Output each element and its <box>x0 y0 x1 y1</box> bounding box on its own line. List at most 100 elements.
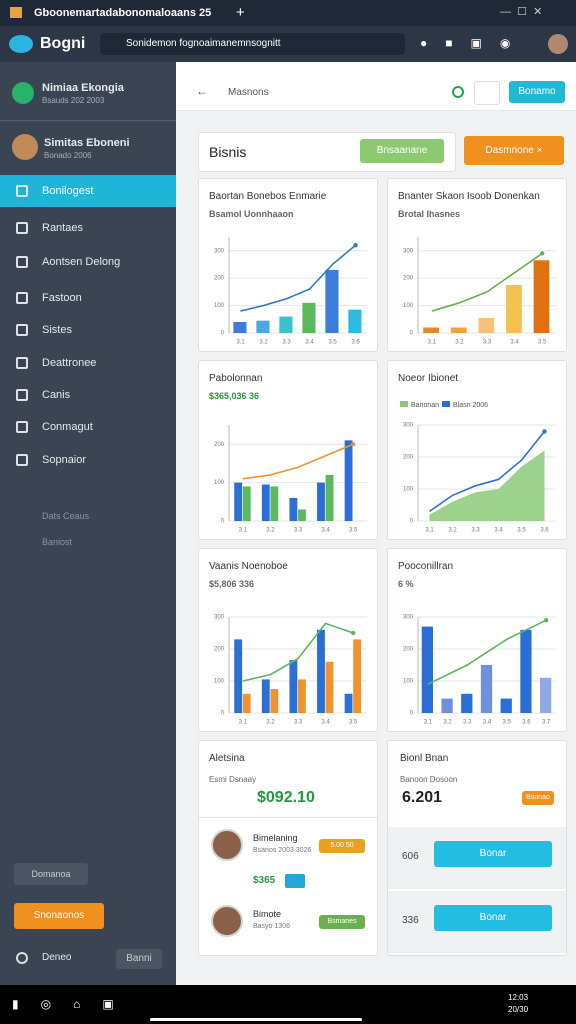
home-indicator[interactable] <box>150 1018 362 1021</box>
section-bar: Bisnis Bnsaanane <box>198 132 456 172</box>
y-tick-label: 0 <box>410 331 414 337</box>
orange-button-label: Dasmnone <box>485 145 534 156</box>
card-subtitle: Esmi Dsnaay <box>209 775 257 784</box>
y-tick-label: 200 <box>214 442 225 448</box>
menu-item[interactable]: Sopnaior <box>0 444 176 476</box>
area <box>429 450 545 521</box>
menu-item[interactable]: Sistes <box>0 314 176 346</box>
chart-note: $5,806 336 <box>209 579 255 589</box>
header-button[interactable]: Bonamo <box>509 81 565 103</box>
x-tick-label: 3.1 <box>428 340 437 346</box>
bar <box>461 693 473 713</box>
url-bar[interactable]: Sonidemon fognoaimanemnsognitt <box>100 33 405 55</box>
line-end <box>353 243 358 248</box>
y-tick-label: 300 <box>403 615 414 621</box>
icon <box>16 952 28 964</box>
sidebar-footer[interactable]: Deneo <box>42 952 72 963</box>
menu-icon <box>16 256 28 268</box>
menu-item[interactable]: Bonilogest <box>0 175 176 207</box>
avatar[interactable] <box>548 34 568 54</box>
menu-item[interactable]: Conmagut <box>0 411 176 443</box>
bar <box>533 260 550 333</box>
menu-item[interactable]: Aontsen Delong <box>0 246 176 278</box>
bar <box>450 327 467 333</box>
chart-note: Brotal Ihasnes <box>398 209 461 219</box>
taskbar-icons[interactable]: ▮◎⌂▣ <box>12 997 136 1011</box>
row-button[interactable]: Bonar <box>434 905 552 931</box>
bar <box>234 639 243 713</box>
sidebar-cta[interactable]: Snonaonos <box>14 903 104 929</box>
bar <box>540 677 552 713</box>
logo-icon <box>9 35 33 53</box>
chart-note: $365,036 36 <box>209 391 260 401</box>
row-value: 336 <box>402 915 419 926</box>
x-tick-label: 3.1 <box>424 720 433 726</box>
bar <box>480 665 493 713</box>
window-controls[interactable]: — ☐ ✕ <box>500 6 543 18</box>
org-sub: Bsauds 202 2003 <box>42 96 105 105</box>
row-button[interactable]: Bonar <box>434 841 552 867</box>
y-tick-label: 200 <box>403 455 414 461</box>
x-tick-label: 3.4 <box>321 528 330 534</box>
taskbar: ▮◎⌂▣ 12:03 20/30 <box>0 985 576 1024</box>
menu-button[interactable] <box>474 81 500 105</box>
sidebar-button[interactable]: Domanoa <box>14 863 88 885</box>
y-tick-label: 200 <box>403 647 414 653</box>
green-button[interactable]: Bnsaanane <box>360 139 444 163</box>
line <box>242 443 354 480</box>
menu-icon <box>16 357 28 369</box>
bar <box>344 440 353 521</box>
menu-label: Conmagut <box>42 421 93 433</box>
menu-item[interactable]: Rantaes <box>0 212 176 244</box>
bar <box>242 693 251 713</box>
menu-label: Sistes <box>42 324 72 336</box>
y-tick-label: 100 <box>403 303 414 309</box>
orange-button[interactable]: Dasmnone × <box>464 136 564 165</box>
x-tick-label: 3.6 <box>540 528 549 534</box>
y-tick-label: 200 <box>403 276 414 282</box>
menu-icon <box>16 421 28 433</box>
x-tick-label: 3.5 <box>349 528 358 534</box>
menu-item[interactable]: Deattronee <box>0 347 176 379</box>
menu-icon <box>16 324 28 336</box>
person-avatar <box>211 829 243 861</box>
menu-item[interactable]: Canis <box>0 379 176 411</box>
x-tick-label: 3.3 <box>483 340 492 346</box>
chart: 0 100 200 3.1 3.2 3.3 3.4 3.5 <box>214 425 367 534</box>
bar <box>261 484 270 521</box>
x-tick-label: 3.4 <box>483 720 492 726</box>
org-icon <box>12 82 34 104</box>
back[interactable]: ← <box>196 84 208 98</box>
x-tick-label: 3.7 <box>542 720 551 726</box>
y-tick-label: 100 <box>214 679 225 685</box>
bar <box>270 486 279 521</box>
y-tick-label: 0 <box>410 711 414 717</box>
menu-item[interactable]: Fastoon <box>0 282 176 314</box>
tab-bar: Gboonemartadabonomaloaans 25 + — ☐ ✕ <box>0 0 576 26</box>
toolbar-icons[interactable]: ●■▣◉ <box>420 36 529 50</box>
chart-title: Pabolonnan <box>209 373 263 384</box>
divider <box>0 120 176 121</box>
bar <box>289 497 298 521</box>
bar <box>233 322 247 333</box>
bar <box>348 309 362 333</box>
user-sub: Bonado 2006 <box>44 151 92 160</box>
card-subtitle: Banoon Dosoon <box>400 775 458 784</box>
mid-value: $365 <box>253 875 276 886</box>
time: 12:03 <box>508 993 529 1002</box>
chart: 0 100 200 300 3.1 3.2 3.3 3.4 3.5 3.6 <box>214 237 367 346</box>
menu-item[interactable]: Baniost <box>0 526 176 558</box>
chart-note: Bsamol Uonnhaaon <box>209 209 294 219</box>
y-tick-label: 300 <box>214 615 225 621</box>
line-end <box>540 251 545 256</box>
bar <box>298 509 306 521</box>
line <box>429 430 546 513</box>
person-badge: Bsmanes <box>319 915 365 929</box>
menu-item[interactable]: Dats Ceaus <box>0 500 176 532</box>
section-title: Bisnis <box>209 144 247 160</box>
new-tab[interactable]: + <box>236 4 245 21</box>
status-icon[interactable] <box>452 86 464 98</box>
tab-title[interactable]: Gboonemartadabonomaloaans 25 <box>34 7 212 19</box>
menu-label: Bonilogest <box>42 185 94 197</box>
sidebar-footer-button[interactable]: Banni <box>116 949 162 969</box>
